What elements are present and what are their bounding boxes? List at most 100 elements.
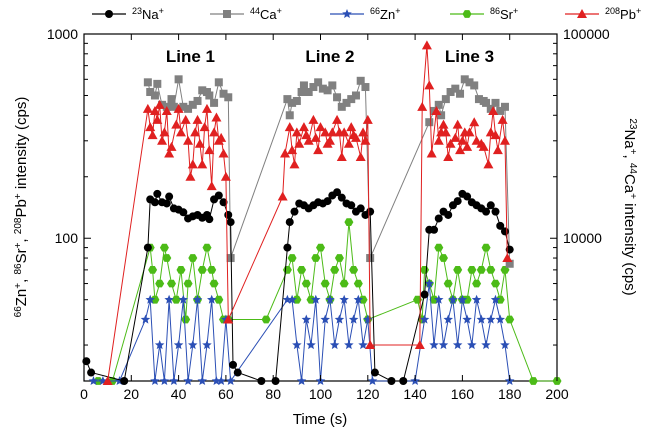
data-point bbox=[366, 207, 375, 216]
data-point bbox=[167, 95, 176, 104]
data-point bbox=[159, 376, 170, 385]
data-point bbox=[434, 243, 444, 252]
data-point bbox=[344, 218, 354, 226]
data-point bbox=[313, 145, 324, 155]
data-point bbox=[102, 376, 113, 385]
data-point bbox=[455, 145, 466, 155]
data-point bbox=[148, 266, 158, 274]
data-point bbox=[491, 207, 500, 216]
data-point bbox=[314, 78, 323, 87]
legend-label: 44Ca+ bbox=[250, 6, 282, 22]
x-tick-label: 120 bbox=[356, 386, 380, 402]
data-point bbox=[434, 294, 444, 304]
data-point bbox=[452, 119, 463, 129]
data-point bbox=[285, 111, 294, 120]
data-point bbox=[150, 295, 160, 304]
line-label: Line 1 bbox=[166, 47, 215, 66]
legend-item: 23Na+ bbox=[92, 6, 164, 22]
data-point bbox=[439, 254, 448, 262]
axes: 0 20 40 60 80 100 120 140 160 180 200 100 1000 10000 1… bbox=[47, 26, 610, 402]
data-point bbox=[310, 132, 321, 142]
data-point bbox=[426, 148, 437, 158]
data-point bbox=[202, 340, 212, 350]
data-point bbox=[499, 135, 510, 145]
data-point bbox=[481, 340, 491, 350]
data-point bbox=[149, 105, 160, 115]
data-point bbox=[150, 198, 159, 207]
data-point bbox=[467, 340, 477, 350]
data-point bbox=[462, 141, 473, 151]
data-point bbox=[294, 138, 305, 148]
data-point bbox=[174, 75, 183, 84]
data-point bbox=[192, 294, 203, 304]
data-point bbox=[292, 96, 301, 105]
data-point bbox=[347, 95, 356, 104]
data-point bbox=[167, 279, 176, 288]
data-point bbox=[486, 201, 495, 210]
data-point bbox=[339, 127, 350, 137]
data-point bbox=[360, 135, 371, 145]
data-point bbox=[399, 377, 408, 385]
data-point bbox=[419, 314, 430, 324]
data-point bbox=[198, 86, 207, 95]
data-point bbox=[178, 294, 189, 304]
data-point bbox=[219, 89, 228, 98]
data-point bbox=[339, 279, 349, 288]
y-left-tick-label: 1000 bbox=[47, 26, 78, 42]
y-right-tick-label: 100000 bbox=[563, 26, 610, 42]
data-point bbox=[183, 135, 194, 145]
data-point bbox=[257, 377, 266, 385]
data-point bbox=[201, 103, 212, 113]
data-point bbox=[342, 9, 352, 18]
data-point bbox=[495, 295, 505, 304]
data-point bbox=[82, 357, 91, 366]
data-point bbox=[143, 78, 152, 87]
data-point bbox=[334, 254, 344, 262]
data-point bbox=[301, 279, 311, 288]
series-layer bbox=[82, 40, 562, 385]
data-point bbox=[346, 122, 357, 132]
data-point bbox=[150, 376, 160, 385]
x-tick-label: 180 bbox=[498, 386, 522, 402]
data-point bbox=[297, 88, 306, 97]
data-point bbox=[204, 145, 215, 155]
x-tick-label: 100 bbox=[309, 386, 333, 402]
data-point bbox=[500, 340, 510, 350]
data-point bbox=[283, 95, 292, 104]
data-point bbox=[333, 188, 342, 197]
legend-label: 86Sr+ bbox=[490, 6, 518, 22]
data-point bbox=[188, 100, 197, 109]
data-point bbox=[343, 138, 354, 148]
data-point bbox=[476, 314, 487, 324]
data-point bbox=[496, 106, 505, 115]
data-point bbox=[184, 104, 193, 113]
data-point bbox=[355, 151, 366, 161]
data-point bbox=[211, 376, 222, 385]
data-point bbox=[165, 192, 174, 201]
data-point bbox=[169, 102, 178, 111]
data-point bbox=[500, 266, 510, 274]
data-point bbox=[311, 294, 321, 304]
data-point bbox=[162, 199, 171, 208]
data-point bbox=[159, 127, 170, 137]
data-point bbox=[434, 214, 443, 223]
data-point bbox=[448, 294, 458, 304]
legend-item: 66Zn+ bbox=[330, 6, 400, 22]
data-point bbox=[482, 98, 491, 107]
data-point bbox=[481, 243, 491, 252]
data-point bbox=[356, 76, 365, 85]
data-point bbox=[500, 102, 509, 111]
data-point bbox=[291, 127, 302, 137]
data-point bbox=[145, 122, 156, 132]
data-point bbox=[225, 376, 236, 385]
data-point bbox=[306, 295, 316, 304]
data-point bbox=[183, 376, 193, 385]
data-point bbox=[337, 102, 346, 111]
x-tick-label: 140 bbox=[403, 386, 427, 402]
data-point bbox=[205, 91, 214, 100]
data-point bbox=[192, 114, 203, 124]
data-point bbox=[188, 340, 198, 350]
data-point bbox=[145, 294, 155, 304]
data-point bbox=[147, 130, 158, 140]
data-point bbox=[205, 215, 214, 224]
